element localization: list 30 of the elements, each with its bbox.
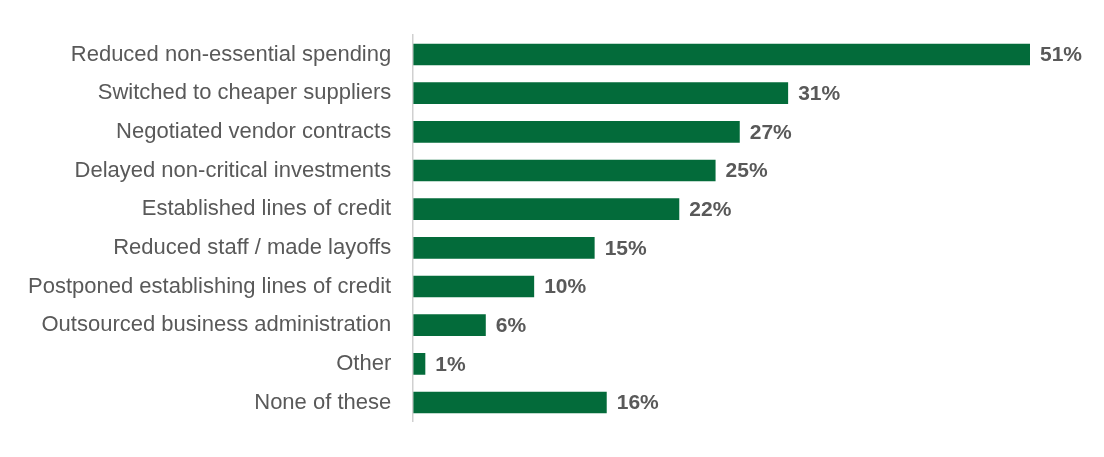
bar <box>413 314 486 336</box>
bar <box>413 391 607 414</box>
data-label: 51% <box>1040 42 1083 66</box>
y-tick-label: Reduced non-essential spending <box>70 40 392 66</box>
data-label: 22% <box>689 196 732 220</box>
bar <box>413 275 535 298</box>
y-tick-label: Established lines of credit <box>141 195 392 221</box>
data-label: 1% <box>435 351 466 375</box>
y-tick-label: Reduced staff / made layoffs <box>113 233 392 259</box>
bar <box>413 43 1030 66</box>
bar <box>413 198 680 220</box>
y-tick-label: Other <box>336 349 392 375</box>
y-tick-label: Delayed non-critical investments <box>74 156 392 182</box>
data-label: 25% <box>725 158 768 182</box>
y-tick-label: Switched to cheaper suppliers <box>97 79 392 105</box>
data-label: 31% <box>798 80 841 104</box>
bar <box>413 121 740 143</box>
bar <box>413 82 789 105</box>
bar <box>413 159 716 182</box>
bar <box>413 237 595 259</box>
data-label: 27% <box>749 119 793 143</box>
y-tick-label: Outsourced business administration <box>41 311 392 337</box>
bar <box>413 352 426 375</box>
data-label: 10% <box>544 274 587 298</box>
data-label: 15% <box>604 235 647 259</box>
y-tick-label: Negotiated vendor contracts <box>116 117 392 143</box>
data-label: 16% <box>616 390 660 414</box>
y-tick-label: None of these <box>254 388 392 414</box>
data-label: 6% <box>495 312 527 336</box>
y-tick-label: Postponed establishing lines of credit <box>27 272 392 298</box>
